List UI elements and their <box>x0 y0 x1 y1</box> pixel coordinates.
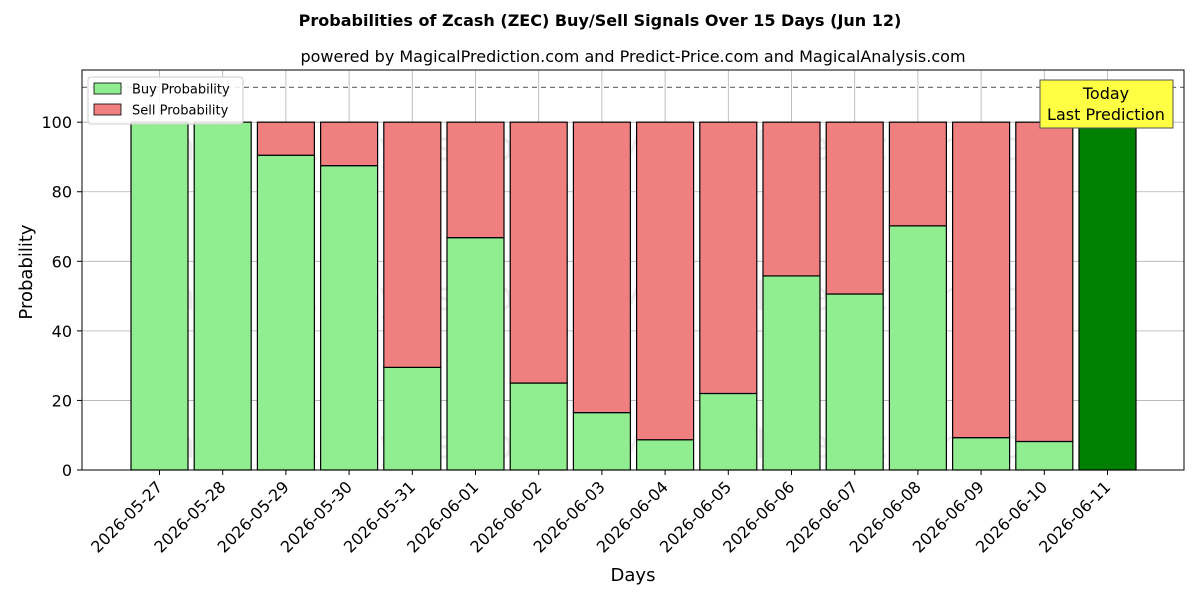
buy-bar <box>888 225 948 471</box>
buy-bar <box>825 293 884 471</box>
buy-bar <box>509 382 568 471</box>
y-axis-label: Probability <box>16 224 37 319</box>
x-axis: 2026-05-272026-05-282026-05-292026-05-30… <box>87 470 1114 557</box>
chart-subtitle: powered by MagicalPrediction.com and Pre… <box>300 47 965 66</box>
legend-sell-swatch <box>93 103 122 116</box>
buy-bar <box>635 439 695 471</box>
plot-frame <box>81 69 1185 471</box>
chart-title: Probabilities of Zcash (ZEC) Buy/Sell Si… <box>299 11 902 30</box>
legend-sell-label: Sell Probability <box>132 104 229 119</box>
sell-bar <box>572 121 632 414</box>
buy-bar <box>320 165 379 471</box>
sell-bar <box>699 121 758 395</box>
buy-bar <box>193 121 252 471</box>
y-tick-label: 60 <box>52 252 72 271</box>
buy-bar <box>1015 440 1074 471</box>
sell-bar <box>256 121 315 156</box>
sell-bar <box>762 121 821 277</box>
today-bar <box>1078 121 1137 471</box>
y-axis: 0 20 40 60 80 100 <box>41 113 82 480</box>
legend-buy-swatch <box>93 82 122 95</box>
y-tick-label: 20 <box>52 391 72 410</box>
buy-bar <box>383 366 442 471</box>
y-tick-label: 0 <box>62 461 72 480</box>
x-axis-label: Days <box>611 565 656 586</box>
sell-bar <box>635 121 695 441</box>
y-tick-label: 40 <box>52 322 72 341</box>
sell-bar <box>888 121 948 227</box>
sell-bar <box>1015 121 1074 443</box>
legend: Buy Probability Sell Probability <box>87 76 244 125</box>
sell-bar <box>825 121 884 295</box>
today-annotation-box <box>1039 79 1174 129</box>
buy-bar <box>951 437 1011 471</box>
today-annotation: Today Last Prediction <box>1039 79 1174 129</box>
y-tick-label: 100 <box>41 113 72 132</box>
sell-bar <box>446 121 505 239</box>
legend-box <box>87 76 244 125</box>
buy-bar <box>130 121 189 471</box>
sell-bar <box>383 121 442 368</box>
buy-bar <box>699 392 758 471</box>
buy-bar <box>446 237 505 471</box>
today-annotation-line1: Today <box>1082 84 1129 103</box>
sell-bar <box>951 121 1011 439</box>
today-annotation-line2: Last Prediction <box>1047 105 1165 124</box>
y-tick-label: 80 <box>52 183 72 202</box>
buy-bar <box>572 412 632 471</box>
sell-bar <box>509 121 568 384</box>
buy-bar <box>762 275 821 471</box>
legend-buy-label: Buy Probability <box>132 83 230 98</box>
buy-bar <box>256 154 315 471</box>
sell-bar <box>320 121 379 167</box>
bars <box>130 121 1137 471</box>
